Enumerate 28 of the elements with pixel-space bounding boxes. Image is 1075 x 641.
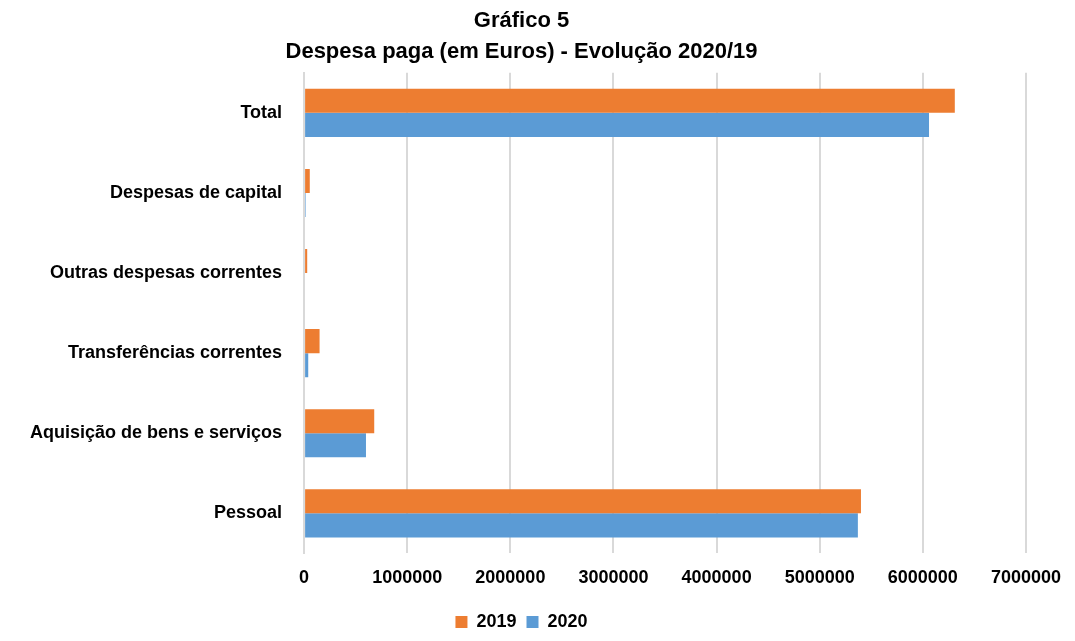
bar [305, 433, 366, 458]
bar [305, 353, 309, 378]
legend-label: 2019 [476, 610, 517, 631]
x-tick-label: 1000000 [372, 567, 443, 588]
x-tick-label: 7000000 [990, 567, 1061, 588]
y-tick-label: Total [240, 101, 283, 122]
bar [305, 513, 858, 538]
x-tick-label: 3000000 [578, 567, 649, 588]
bar [305, 112, 930, 137]
chart-subtitle: Despesa paga (em Euros) - Evolução 2020/19 [285, 37, 758, 63]
y-tick-label: Transferências correntes [67, 342, 283, 363]
bar [305, 489, 861, 514]
x-tick-label: 6000000 [887, 567, 958, 588]
chart-title: Gráfico 5 [473, 7, 570, 33]
bar [305, 249, 308, 274]
x-tick-label: 2000000 [475, 567, 546, 588]
bar [305, 168, 310, 193]
bar [305, 88, 955, 113]
bar [305, 409, 375, 434]
y-tick-label: Despesas de capital [110, 181, 283, 202]
y-tick-label: Outras despesas correntes [49, 262, 283, 283]
x-tick-label: 5000000 [784, 567, 855, 588]
bar [305, 329, 320, 354]
x-tick-label: 4000000 [681, 567, 752, 588]
legend-label: 2020 [547, 610, 588, 631]
x-tick-label: 0 [299, 567, 310, 588]
y-tick-label: Aquisição de bens e serviços [30, 422, 283, 443]
y-tick-label: Pessoal [214, 502, 283, 523]
